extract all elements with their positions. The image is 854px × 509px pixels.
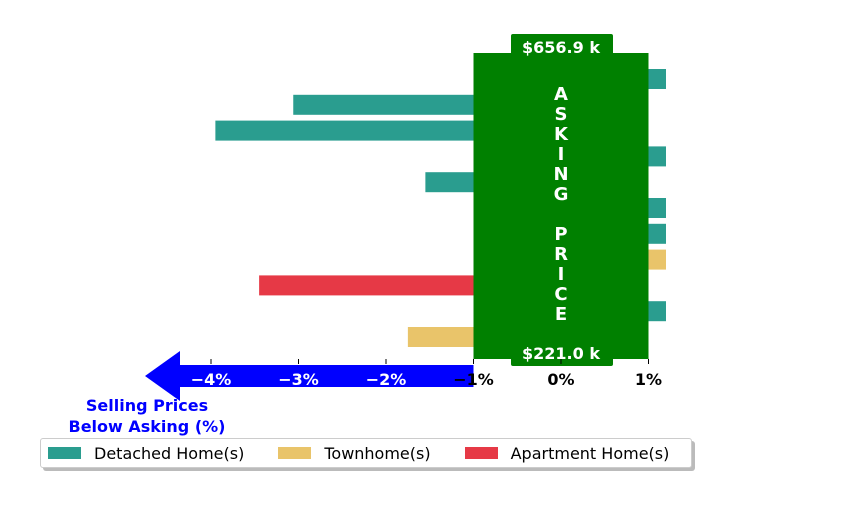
x-axis-caption: Selling Prices Below Asking (%) [69, 396, 226, 436]
legend-item-apartment: Apartment Home(s) [464, 443, 670, 463]
asking-price-box [473, 53, 649, 359]
below-asking-arrow [145, 351, 474, 401]
legend-swatch-apartment [464, 447, 498, 459]
x-tick-label-5: 1% [635, 370, 662, 389]
legend-label-apartment: Apartment Home(s) [510, 443, 670, 463]
x-tick-label-2: −2% [366, 370, 407, 389]
price-high-label-bg [511, 34, 613, 60]
x-tick-label-0: −4% [191, 370, 232, 389]
legend-item-detached: Detached Home(s) [48, 444, 244, 463]
legend-item-townhome: Townhome(s) [278, 443, 431, 463]
legend-swatch-townhome [278, 447, 312, 459]
legend-label-townhome: Townhome(s) [324, 443, 431, 463]
chart-legend: Detached Home(s) Townhome(s) Apartment H… [40, 438, 692, 468]
price-low-label-bg [511, 340, 613, 366]
x-tick-label-3: −1% [453, 370, 494, 389]
price-low-label: $221.0 k [522, 344, 600, 363]
x-tick-label-4: 0% [547, 370, 574, 389]
price-high-label: $656.9 k [522, 38, 600, 57]
legend-swatch-detached [48, 447, 81, 459]
legend-label-detached: Detached Home(s) [94, 443, 245, 463]
x-tick-label-1: −3% [278, 370, 319, 389]
